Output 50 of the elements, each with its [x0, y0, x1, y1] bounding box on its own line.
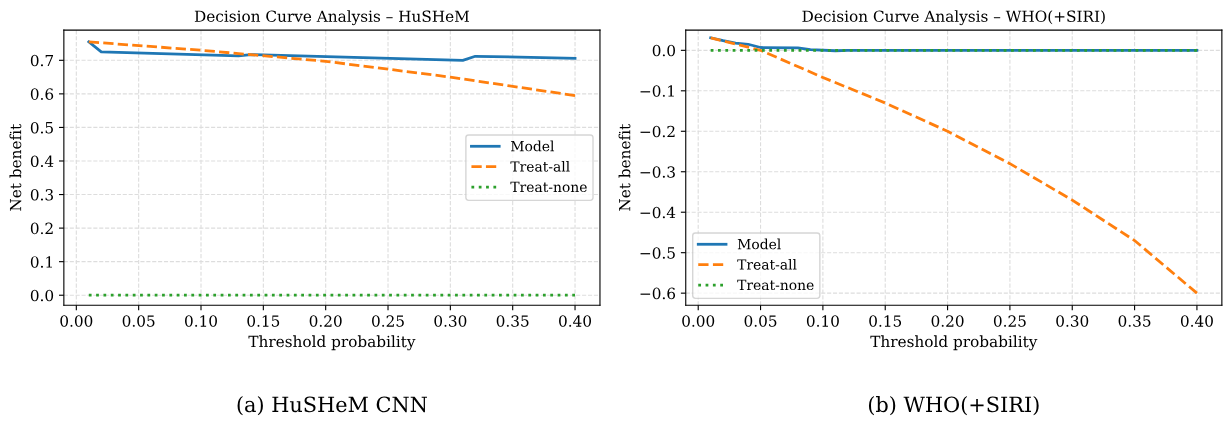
line-series — [87, 40, 577, 97]
text: (b) WHO(+SIRI) — [868, 396, 1039, 416]
y-tick-label: 0.0 — [652, 44, 676, 57]
x-tick-label: 0.25 — [993, 315, 1026, 327]
y-tick-label: −0.4 — [640, 206, 676, 219]
legend-label: Model — [511, 140, 555, 152]
y-tick-label: −0.1 — [640, 85, 674, 97]
chart-title: Decision Curve Analysis – WHO(+SIRI) — [802, 10, 1105, 26]
x-tick-label: 0.35 — [1118, 315, 1151, 327]
y-axis-title: Net benefit — [9, 123, 22, 211]
x-tick-label: 0.25 — [372, 315, 404, 327]
y-tick-label: 0.6 — [30, 88, 54, 100]
legend-label: Treat-none — [737, 279, 814, 291]
y-tick-label: 0.5 — [30, 121, 53, 134]
line-series — [709, 36, 1199, 295]
x-tick-label: 0.30 — [434, 315, 467, 327]
x-tick-label: 0.00 — [682, 315, 715, 327]
x-tick-label: 0.20 — [309, 315, 342, 327]
y-tick-label: 0.1 — [30, 256, 52, 268]
legend-label: Model — [737, 238, 781, 250]
x-tick-label: 0.20 — [931, 315, 964, 327]
y-tick-label: −0.2 — [640, 125, 675, 138]
x-tick-label: 0.40 — [1180, 315, 1213, 327]
x-tick-label: 0.05 — [744, 315, 777, 327]
y-tick-label: 0.0 — [30, 289, 54, 302]
y-tick-label: 0.4 — [30, 155, 54, 168]
legend-label: Treat-none — [510, 181, 587, 193]
x-tick-label: 0.15 — [247, 315, 280, 327]
y-tick-label: −0.6 — [640, 287, 676, 300]
x-tick-label: 0.00 — [60, 315, 93, 327]
x-axis-title: Threshold probability — [248, 335, 416, 351]
x-tick-label: 0.30 — [1056, 315, 1089, 327]
legend-label: Treat-all — [510, 160, 570, 172]
y-axis-title: Net benefit — [618, 123, 631, 211]
y-tick-label: 0.7 — [30, 54, 54, 67]
y-tick-label: 0.2 — [30, 222, 53, 235]
x-tick-label: 0.05 — [122, 315, 155, 327]
x-tick-label: 0.40 — [559, 315, 592, 327]
x-tick-label: 0.35 — [496, 315, 529, 327]
x-tick-label: 0.15 — [869, 315, 902, 327]
text: (a) HuSHeM CNN — [237, 396, 427, 416]
y-tick-label: −0.3 — [640, 166, 675, 178]
legend-label: Treat-all — [737, 258, 797, 270]
x-tick-label: 0.10 — [806, 315, 839, 327]
line-series — [87, 40, 577, 62]
x-axis-title: Threshold probability — [870, 335, 1038, 351]
x-tick-label: 0.10 — [185, 315, 217, 327]
y-tick-label: −0.5 — [640, 247, 675, 259]
y-tick-label: 0.3 — [30, 189, 53, 201]
chart-title: Decision Curve Analysis – HuSHeM — [194, 10, 470, 26]
